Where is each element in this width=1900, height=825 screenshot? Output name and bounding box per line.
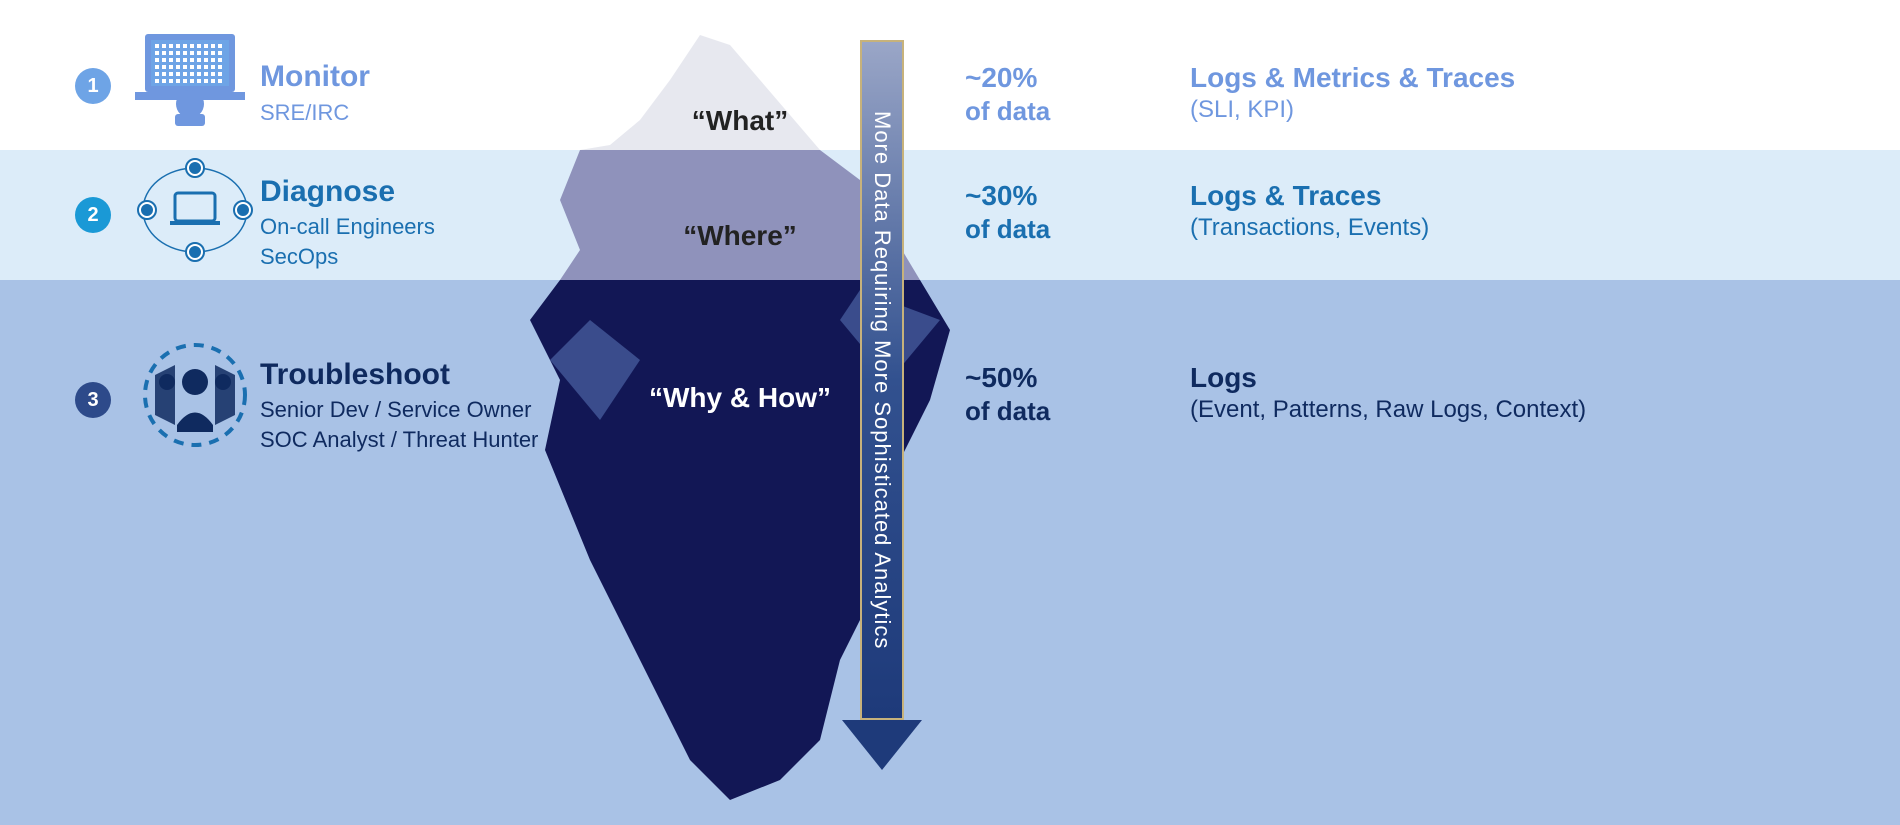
iceberg-label-what: “What”	[640, 105, 840, 137]
row-right-sub-2: (Transactions, Events)	[1190, 214, 1429, 242]
row-right-sub-3: (Event, Patterns, Raw Logs, Context)	[1190, 396, 1586, 424]
arrow-label: More Data Requiring More Sophisticated A…	[869, 60, 895, 700]
row-pct-sub-1: of data	[965, 96, 1050, 127]
arrow-head	[842, 720, 922, 770]
row-title-1: Monitor	[260, 60, 370, 94]
row-pct-3: ~50%	[965, 362, 1037, 394]
row-pct-sub-2: of data	[965, 214, 1050, 245]
monitor-icon	[135, 26, 245, 131]
iceberg-graphic	[520, 20, 1040, 810]
row-subtitle-1: SRE/IRC	[260, 98, 349, 128]
row-right-title-3: Logs	[1190, 362, 1257, 394]
row-right-title-2: Logs & Traces	[1190, 180, 1381, 212]
row-pct-1: ~20%	[965, 62, 1037, 94]
iceberg-label-why: “Why & How”	[640, 382, 840, 414]
troubleshoot-icon	[135, 340, 255, 455]
row-badge-3: 3	[75, 382, 111, 418]
row-right-sub-1: (SLI, KPI)	[1190, 96, 1294, 124]
row-badge-1: 1	[75, 68, 111, 104]
iceberg-label-where: “Where”	[640, 220, 840, 252]
row-pct-2: ~30%	[965, 180, 1037, 212]
row-subtitle-2: On-call Engineers SecOps	[260, 212, 435, 271]
row-subtitle-3: Senior Dev / Service Owner SOC Analyst /…	[260, 395, 538, 454]
row-badge-2: 2	[75, 197, 111, 233]
row-right-title-1: Logs & Metrics & Traces	[1190, 62, 1515, 94]
diagnose-icon	[135, 155, 255, 270]
row-title-3: Troubleshoot	[260, 358, 450, 392]
row-title-2: Diagnose	[260, 175, 395, 209]
row-pct-sub-3: of data	[965, 396, 1050, 427]
